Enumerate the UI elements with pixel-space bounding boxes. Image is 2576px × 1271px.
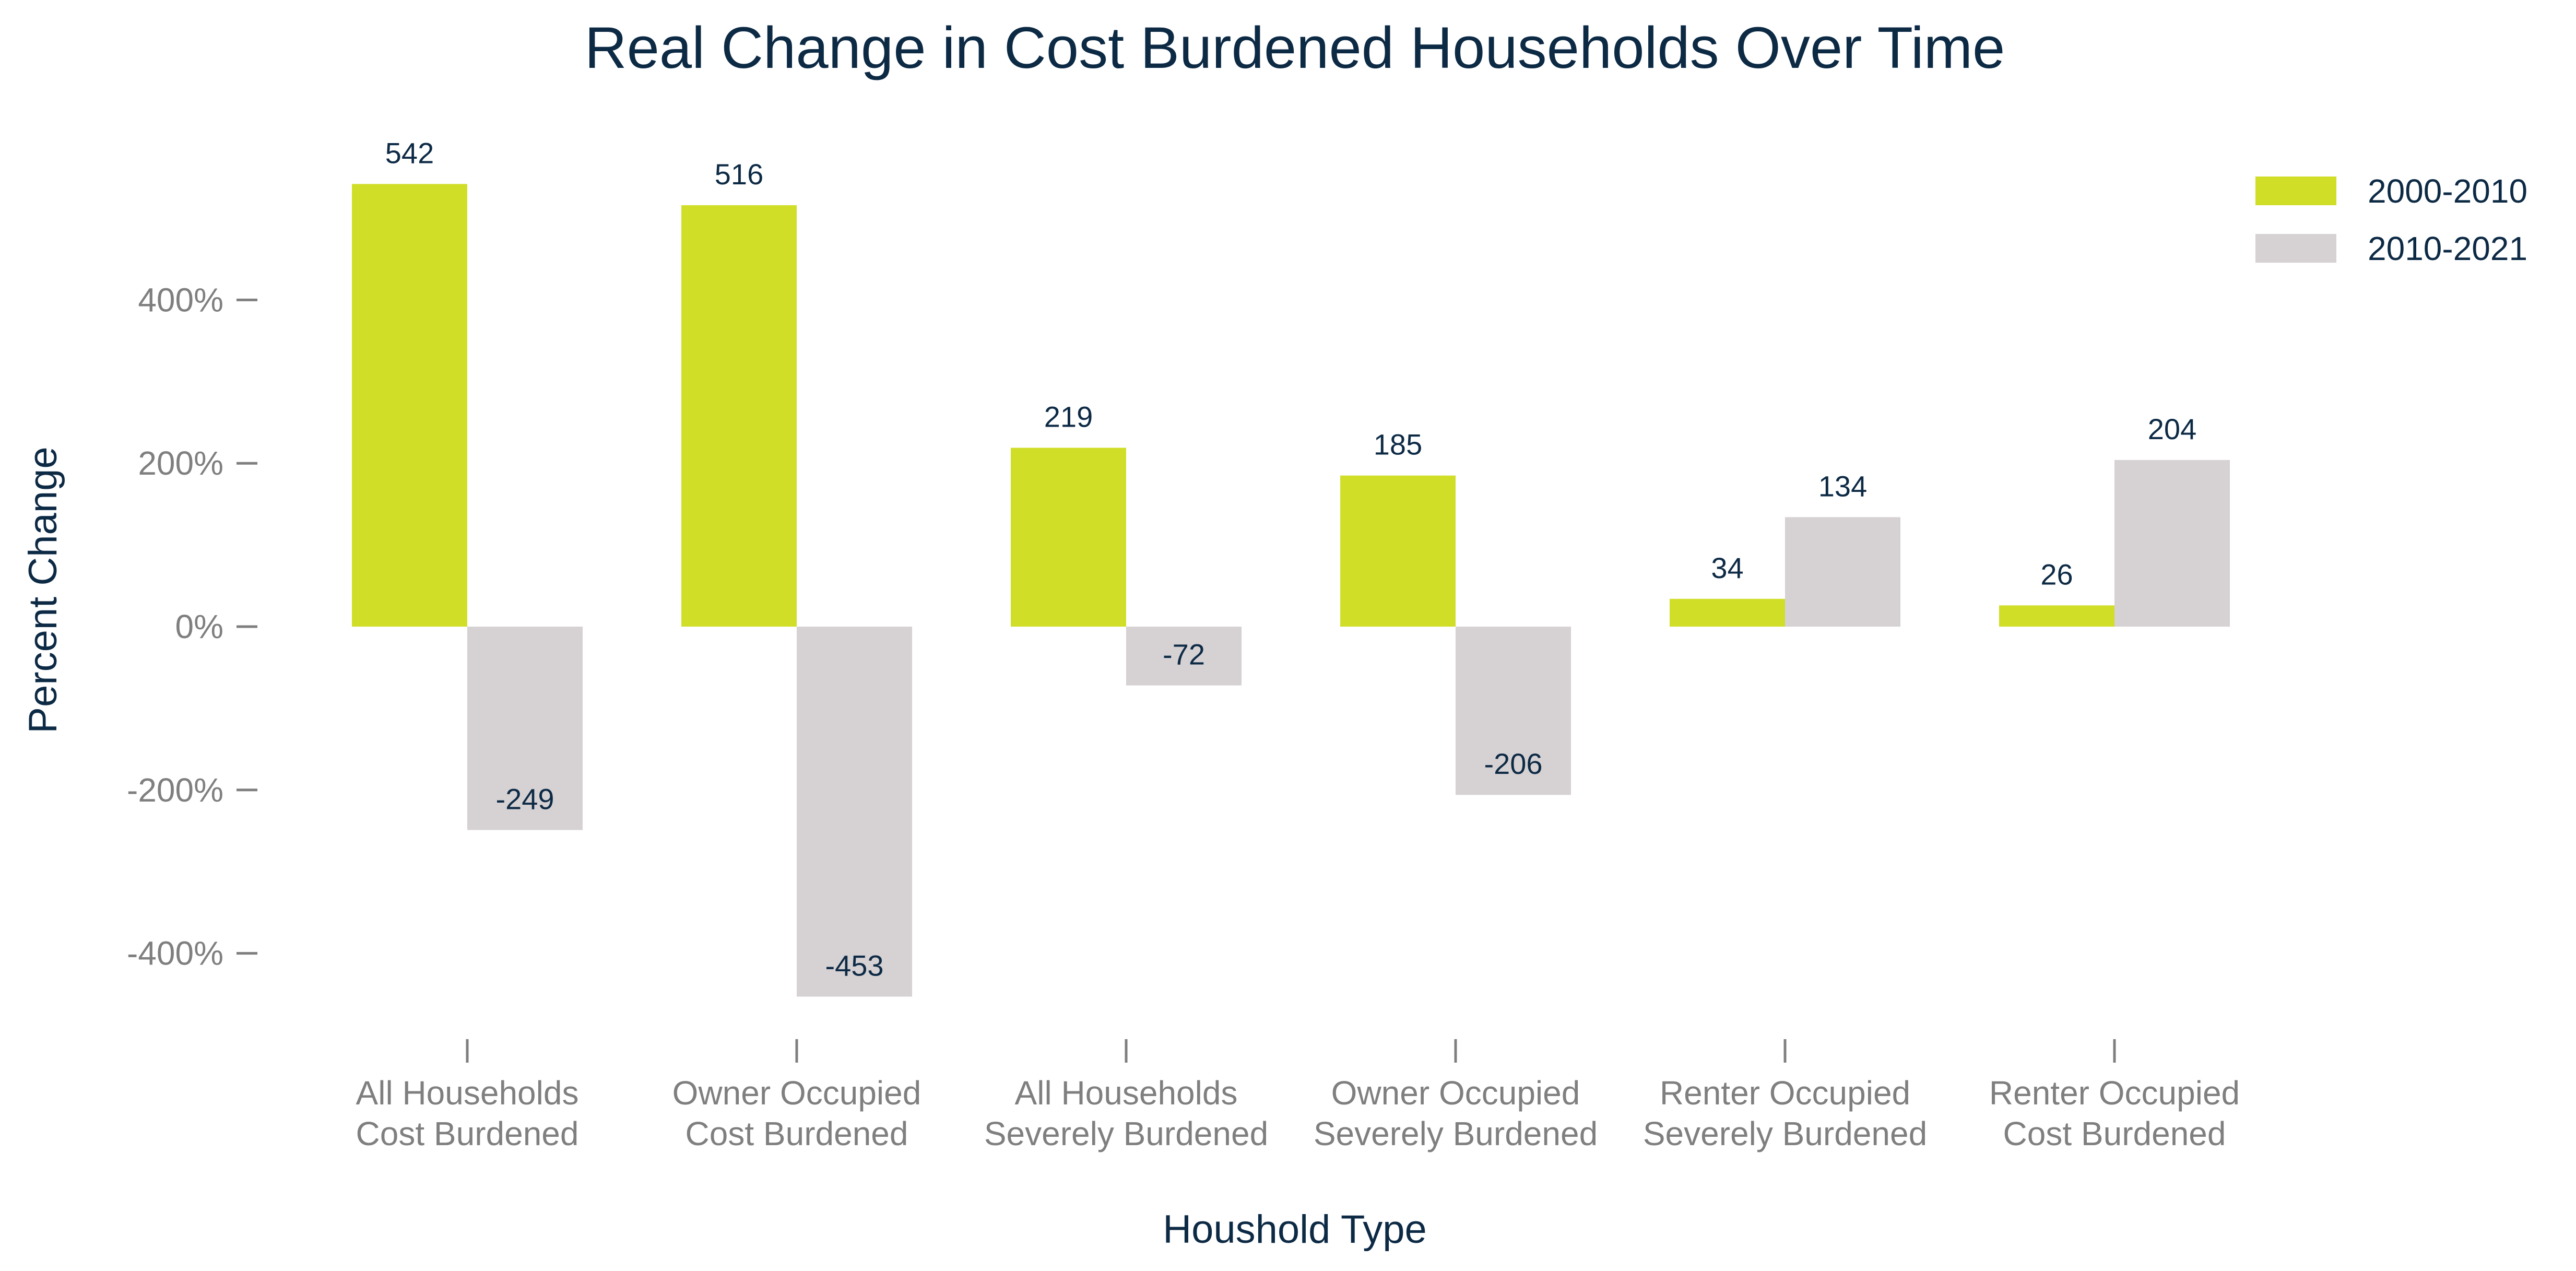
y-tick-label: 0% [175,608,224,645]
x-category-label: Owner Occupied Cost Burdened [672,1074,921,1152]
bar-value-label: 34 [1711,551,1743,584]
y-tick-label: -400% [127,935,223,972]
bar-2000-2010 [1670,598,1785,627]
bar-2010-2021 [467,627,583,830]
x-category-label-line: All Households [1015,1074,1238,1112]
x-category-label-line: Renter Occupied [1989,1074,2240,1112]
bar-2010-2021 [1456,627,1571,795]
x-category-label-line: Owner Occupied [1331,1074,1580,1112]
bar-2010-2021 [1785,517,1900,627]
y-tick-label: 400% [138,281,223,319]
y-tick-label: -200% [127,771,223,809]
x-category-label: Owner Occupied Severely Burdened [1314,1074,1598,1152]
bar-2000-2010 [352,184,467,627]
x-category-label: All Households Cost Burdened [356,1074,579,1152]
x-category-label-line: Owner Occupied [672,1074,921,1112]
x-category-label-line: Cost Burdened [2003,1115,2226,1152]
x-category-label: Renter Occupied Cost Burdened [1989,1074,2240,1152]
x-category-label: Renter Occupied Severely Burdened [1643,1074,1927,1152]
x-category-label-line: All Households [356,1074,579,1112]
y-axis-title: Percent Change [21,446,65,733]
bar-value-label: -453 [825,949,883,982]
bar-value-label: 516 [715,158,763,191]
bar-value-label: -249 [495,782,554,815]
bar-2010-2021 [1126,627,1242,686]
x-category-label-line: Renter Occupied [1660,1074,1910,1112]
legend-label: 2000-2010 [2368,172,2527,210]
x-category-label: All Households Severely Burdened [984,1074,1268,1152]
bar-value-label: 134 [1818,469,1867,502]
legend-label: 2010-2021 [2368,230,2527,267]
x-category-label-line: Severely Burdened [1643,1115,1927,1152]
legend-swatch-2010-2021 [2255,234,2336,263]
bar-value-label: 542 [385,136,434,169]
bar-value-label: 26 [2040,558,2073,591]
bar-2000-2010 [1340,475,1456,627]
legend-swatch-2000-2010 [2255,176,2336,205]
legend: 2000-2010 2010-2021 [2255,172,2527,267]
bar-2010-2021 [2114,460,2230,627]
bar-2000-2010 [681,205,797,627]
bars: 542 -249 516 -453 219 -72 185 -206 34 134 26 204 [352,136,2230,997]
bar-value-label: 185 [1374,428,1422,461]
bar-value-label: 204 [2148,413,2196,445]
bar-value-label: -72 [1163,638,1205,671]
bar-2000-2010 [1011,448,1126,627]
x-category-label-line: Cost Burdened [686,1115,908,1152]
bar-value-label: -206 [1484,747,1542,780]
x-category-label-line: Cost Burdened [356,1115,579,1152]
y-axis: 400% 200% 0% -200% -400% [127,281,257,972]
bar-value-label: 219 [1044,400,1093,433]
bar-2000-2010 [1999,605,2114,627]
x-axis-title: Houshold Type [1163,1207,1427,1252]
x-category-label-line: Severely Burdened [984,1115,1268,1152]
bar-2010-2021 [797,627,912,997]
chart-title: Real Change in Cost Burdened Households … [585,15,2005,80]
x-category-label-line: Severely Burdened [1314,1115,1598,1152]
y-tick-label: 200% [138,444,223,482]
